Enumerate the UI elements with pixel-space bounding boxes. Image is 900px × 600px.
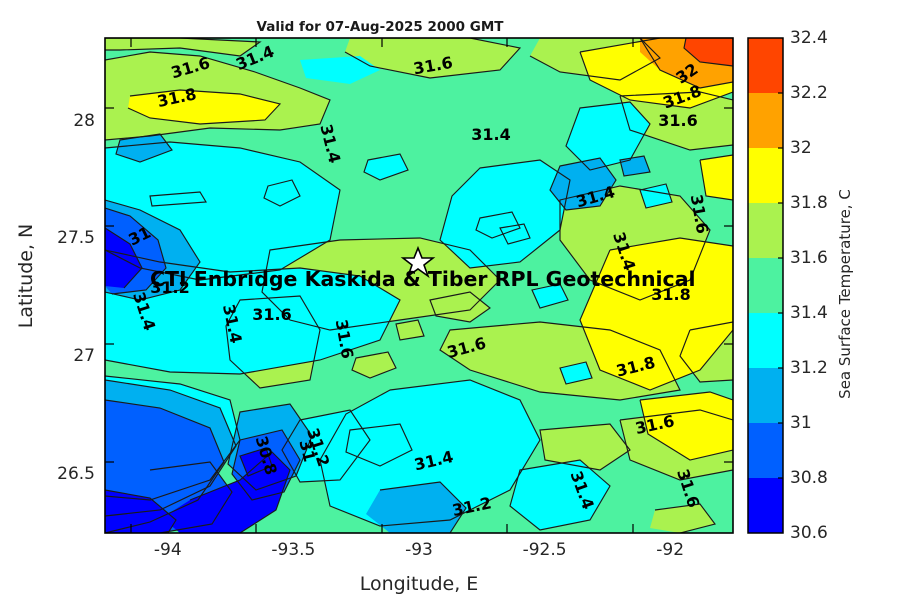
y-tick-label: 27: [73, 346, 95, 367]
x-tick-label: -92: [656, 540, 685, 560]
contour-label: 31.4: [471, 125, 510, 144]
x-axis-label: Longitude, E: [359, 573, 479, 595]
contour-label: 31.6: [658, 111, 697, 130]
contour-label: 31: [295, 438, 319, 464]
y-tick-label: 27.5: [57, 228, 95, 249]
colorbar-tick-label: 30.8: [790, 468, 828, 488]
colorbar-tick-label: 31.2: [790, 358, 828, 378]
colorbar-tick-label: 31.8: [790, 193, 828, 213]
x-tick-label: -93: [405, 540, 433, 560]
colorbar-tick-label: 31: [790, 413, 812, 433]
contour-fill-layer: [105, 38, 733, 533]
y-tick-label: 28: [73, 110, 95, 131]
y-axis-label: Latitude, N: [15, 223, 37, 329]
contour-label: 31.6: [252, 305, 291, 324]
chart-title: Valid for 07-Aug-2025 2000 GMT: [256, 19, 504, 35]
colorbar-tick-label: 31.6: [790, 248, 828, 268]
axis-ticks: [105, 38, 733, 533]
colorbar-tick-label: 30.6: [790, 523, 828, 543]
plot-border: [104, 37, 734, 534]
colorbar-tick-label: 32.2: [790, 83, 828, 103]
colorbar-tick-label: 32.4: [790, 28, 828, 48]
colorbar: [747, 37, 784, 534]
x-tick-label: -93.5: [271, 540, 316, 560]
x-tick-label: -92.5: [522, 540, 567, 560]
site-annotation-label: CTI Enbridge Kaskida & Tiber RPL Geotech…: [150, 267, 696, 291]
colorbar-label: Sea Surface Temperature, C: [836, 189, 854, 399]
contour-label: 31.8: [651, 285, 690, 304]
x-tick-label: -94: [153, 540, 182, 560]
colorbar-tick-label: 31.4: [790, 303, 828, 323]
site-marker: [400, 245, 436, 279]
contour-label: 31.2: [150, 278, 189, 297]
colorbar-tick-label: 32: [790, 138, 812, 158]
y-tick-label: 26.5: [57, 464, 95, 485]
